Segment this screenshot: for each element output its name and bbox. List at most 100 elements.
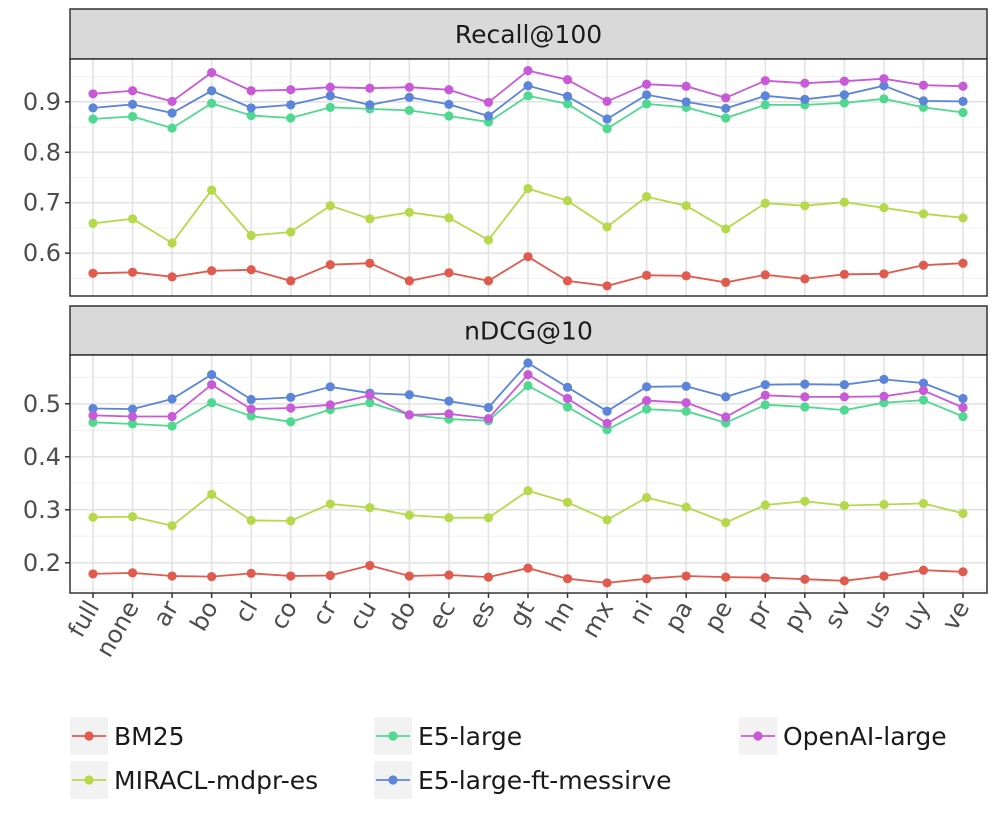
- series-openai-large: [88, 65, 968, 107]
- x-tick-label: pr: [741, 596, 778, 632]
- data-point: [483, 111, 494, 121]
- data-point: [958, 213, 968, 223]
- data-point: [523, 65, 533, 76]
- data-point: [444, 513, 454, 523]
- x-tick-label: cu: [344, 596, 382, 635]
- data-point: [642, 404, 652, 414]
- data-point: [207, 398, 217, 408]
- data-point: [523, 563, 533, 573]
- data-point: [523, 81, 533, 91]
- data-point: [879, 499, 889, 510]
- data-point: [839, 576, 849, 586]
- data-point: [207, 380, 217, 390]
- data-point: [444, 85, 454, 95]
- series-miracl-mdpr-es: [88, 486, 968, 531]
- data-point: [365, 258, 375, 268]
- data-point: [800, 78, 810, 88]
- x-tick-label: ni: [624, 596, 659, 629]
- data-point: [483, 572, 494, 582]
- data-point: [127, 214, 138, 224]
- data-point: [404, 390, 414, 400]
- data-point: [88, 417, 98, 427]
- data-point: [246, 404, 256, 414]
- data-point: [286, 113, 296, 123]
- data-point: [325, 82, 335, 92]
- data-point: [523, 381, 533, 391]
- series-openai-large: [88, 370, 968, 428]
- data-point: [246, 394, 256, 405]
- legend-item-e5-large: E5-large: [374, 717, 522, 755]
- legend-item-openai-large: OpenAI-large: [739, 717, 947, 755]
- data-point: [404, 92, 414, 102]
- data-point: [721, 392, 731, 402]
- data-point: [562, 99, 573, 109]
- data-point: [800, 574, 810, 584]
- data-point: [681, 406, 691, 416]
- data-point: [207, 68, 217, 78]
- data-point: [286, 571, 296, 581]
- series-e5-large-ft-messirve: [88, 81, 968, 124]
- facet-title: Recall@100: [455, 20, 602, 49]
- data-point: [918, 395, 929, 405]
- data-point: [404, 276, 414, 286]
- data-point: [879, 571, 889, 581]
- data-point: [681, 201, 691, 211]
- data-point: [602, 406, 612, 416]
- data-point: [167, 411, 177, 422]
- data-point: [918, 498, 929, 509]
- y-tick-label: 0.7: [23, 189, 61, 217]
- x-tick-label: gt: [504, 596, 541, 631]
- data-point: [800, 201, 810, 211]
- data-point: [523, 252, 533, 262]
- data-point: [721, 277, 731, 287]
- data-point: [286, 276, 296, 286]
- data-point: [562, 574, 573, 584]
- data-point: [207, 489, 217, 500]
- data-point: [167, 108, 177, 118]
- data-point: [800, 496, 810, 506]
- data-point: [444, 396, 454, 406]
- data-point: [681, 97, 691, 107]
- legend-label: E5-large-ft-messirve: [418, 766, 671, 795]
- data-point: [127, 512, 138, 522]
- data-point: [444, 213, 454, 223]
- data-point: [562, 393, 573, 404]
- data-point: [365, 214, 375, 224]
- series-e5-large-ft-messirve: [88, 358, 968, 416]
- data-point: [879, 391, 889, 401]
- panel-ndcg: nDCG@10 0.2 0.3 0.4 0.5: [23, 305, 988, 594]
- data-point: [681, 502, 691, 512]
- data-point: [246, 568, 256, 578]
- y-tick-label: 0.9: [23, 88, 61, 116]
- data-point: [325, 260, 335, 270]
- data-point: [879, 81, 889, 91]
- y-tick-label: 0.8: [23, 138, 61, 166]
- data-point: [246, 411, 256, 421]
- data-point: [167, 571, 177, 581]
- data-point: [642, 90, 652, 100]
- data-point: [602, 96, 612, 106]
- x-tick-label: ve: [936, 596, 975, 635]
- data-point: [207, 86, 217, 96]
- data-point: [167, 123, 177, 133]
- data-point: [839, 380, 849, 390]
- data-point: [88, 410, 98, 421]
- facet-title: nDCG@10: [464, 317, 593, 346]
- data-point: [800, 379, 810, 389]
- x-tick-label: hn: [540, 596, 579, 636]
- y-tick-label: 0.5: [23, 390, 61, 418]
- data-point: [918, 96, 929, 106]
- x-tick-label: es: [463, 596, 501, 634]
- data-point: [286, 403, 296, 413]
- data-point: [325, 570, 335, 581]
- data-point: [365, 560, 375, 571]
- x-tick-label: py: [778, 596, 817, 635]
- x-tick-label: mx: [576, 596, 619, 643]
- data-point: [88, 103, 98, 113]
- data-point: [760, 400, 770, 410]
- panel-border: [69, 58, 988, 297]
- data-point: [167, 521, 177, 531]
- data-point: [721, 93, 731, 103]
